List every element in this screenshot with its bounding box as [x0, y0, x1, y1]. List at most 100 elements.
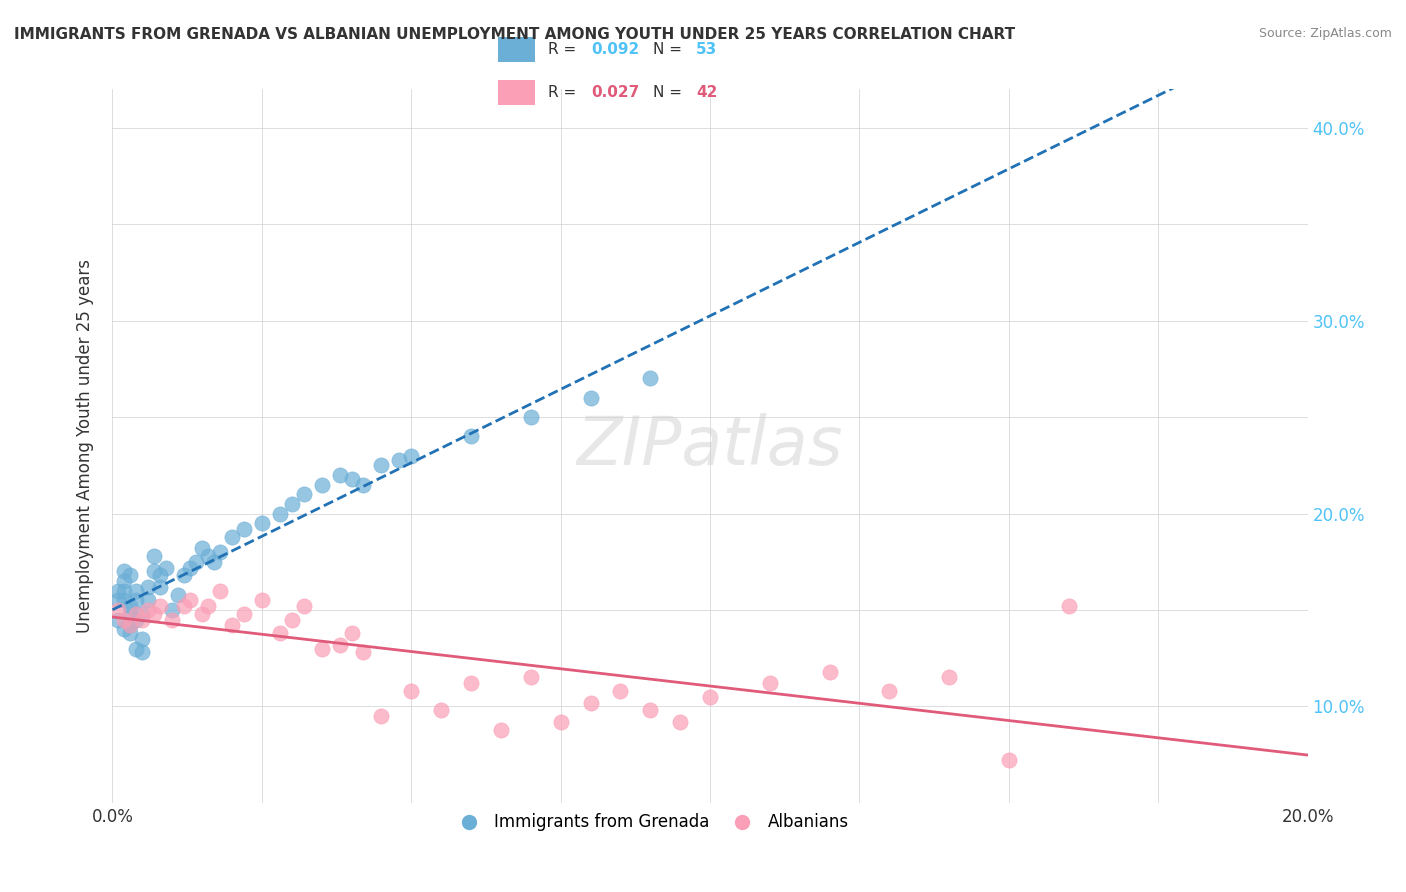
Point: [579, 696, 602, 710]
Point: [699, 690, 721, 704]
Point: [640, 703, 662, 717]
Point: [143, 565, 166, 579]
Text: R =: R =: [548, 43, 581, 57]
Point: [221, 530, 243, 544]
Point: [460, 676, 482, 690]
Point: [250, 516, 273, 530]
Point: [401, 449, 423, 463]
Point: [353, 645, 375, 659]
Point: [149, 599, 172, 613]
Point: [125, 607, 148, 621]
Point: [520, 410, 543, 425]
Point: [131, 632, 153, 646]
Point: [340, 626, 363, 640]
Point: [329, 638, 352, 652]
FancyBboxPatch shape: [498, 37, 536, 62]
Point: [879, 684, 901, 698]
Point: [120, 607, 142, 621]
Point: [388, 452, 411, 467]
Point: [579, 391, 602, 405]
Point: [938, 670, 960, 684]
Point: [107, 593, 129, 607]
Point: [120, 568, 142, 582]
Point: [269, 626, 291, 640]
Point: [401, 684, 423, 698]
Point: [131, 613, 153, 627]
Point: [114, 593, 135, 607]
Point: [250, 593, 273, 607]
Point: [120, 618, 142, 632]
Text: 53: 53: [696, 43, 717, 57]
Point: [460, 429, 482, 443]
Point: [281, 497, 304, 511]
Point: [162, 613, 183, 627]
Point: [292, 599, 315, 613]
Point: [125, 641, 148, 656]
Point: [143, 549, 166, 563]
Point: [114, 565, 135, 579]
Point: [281, 613, 304, 627]
Point: [138, 593, 160, 607]
Point: [125, 583, 148, 598]
Point: [143, 607, 166, 621]
Point: [311, 477, 333, 491]
Point: [114, 613, 135, 627]
Point: [179, 593, 201, 607]
Legend: Immigrants from Grenada, Albanians: Immigrants from Grenada, Albanians: [446, 806, 855, 838]
Point: [818, 665, 841, 679]
Point: [114, 622, 135, 636]
Point: [149, 568, 172, 582]
Point: [640, 371, 662, 385]
Point: [233, 522, 256, 536]
Point: [209, 583, 232, 598]
Point: [353, 477, 375, 491]
Point: [340, 472, 363, 486]
Text: ZIPatlas: ZIPatlas: [576, 413, 844, 479]
Point: [520, 670, 543, 684]
Point: [107, 613, 129, 627]
Point: [125, 593, 148, 607]
Point: [292, 487, 315, 501]
Point: [269, 507, 291, 521]
Point: [191, 607, 214, 621]
Point: [430, 703, 453, 717]
Point: [167, 587, 190, 601]
Point: [173, 599, 195, 613]
Point: [131, 645, 153, 659]
Point: [370, 709, 392, 723]
Text: 0.092: 0.092: [591, 43, 640, 57]
Text: 42: 42: [696, 86, 717, 100]
Text: IMMIGRANTS FROM GRENADA VS ALBANIAN UNEMPLOYMENT AMONG YOUTH UNDER 25 YEARS CORR: IMMIGRANTS FROM GRENADA VS ALBANIAN UNEM…: [14, 27, 1015, 42]
Point: [173, 568, 195, 582]
Point: [1057, 599, 1080, 613]
Point: [149, 580, 172, 594]
Point: [759, 676, 782, 690]
Point: [489, 723, 512, 737]
Text: R =: R =: [548, 86, 581, 100]
Point: [138, 603, 160, 617]
Point: [155, 560, 177, 574]
Point: [186, 555, 208, 569]
Point: [197, 549, 219, 563]
Point: [233, 607, 256, 621]
Point: [179, 560, 201, 574]
Point: [370, 458, 392, 473]
Point: [162, 603, 183, 617]
Point: [311, 641, 333, 656]
Point: [120, 618, 142, 632]
Point: [998, 753, 1021, 767]
Point: [120, 599, 142, 613]
Y-axis label: Unemployment Among Youth under 25 years: Unemployment Among Youth under 25 years: [76, 259, 94, 633]
Point: [114, 583, 135, 598]
Point: [329, 467, 352, 482]
Point: [131, 607, 153, 621]
Point: [125, 613, 148, 627]
Point: [202, 555, 225, 569]
Point: [669, 714, 692, 729]
Text: 0.027: 0.027: [591, 86, 640, 100]
Point: [209, 545, 232, 559]
Point: [609, 684, 631, 698]
Point: [550, 714, 572, 729]
Point: [114, 574, 135, 588]
Point: [107, 603, 129, 617]
